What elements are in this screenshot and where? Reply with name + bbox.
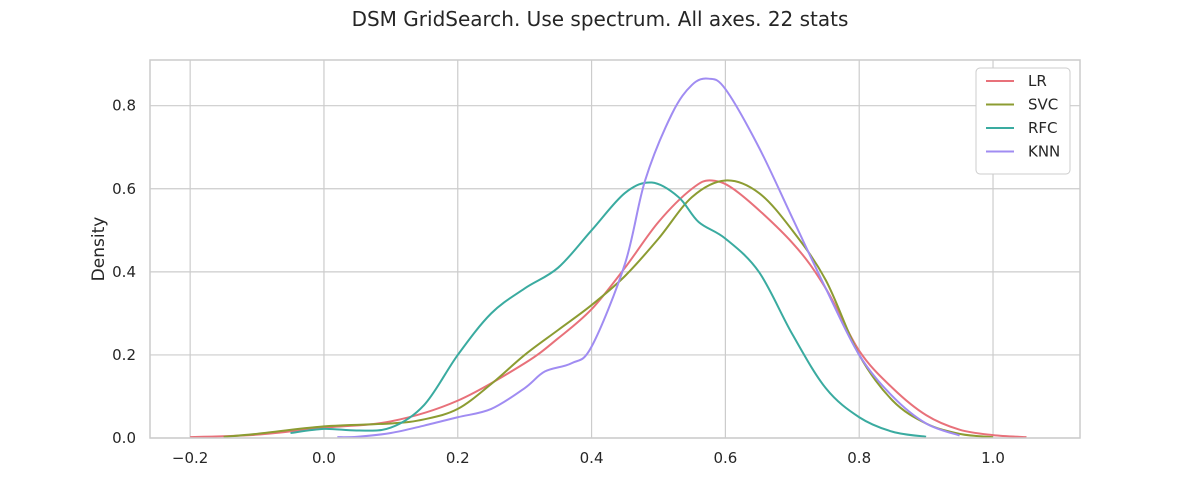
legend: LR SVC RFC KNN — [975, 67, 1071, 175]
x-tick-label: 1.0 — [981, 449, 1005, 467]
series-line-rfc — [290, 181, 927, 438]
legend-label-lr: LR — [1028, 72, 1047, 90]
x-tick-label: 0.0 — [312, 449, 336, 467]
x-tick-label: 0.6 — [713, 449, 737, 467]
series-line-knn — [337, 77, 960, 439]
series-line-svc — [223, 179, 994, 439]
legend-box — [975, 67, 1071, 175]
x-tick-label: 0.4 — [580, 449, 604, 467]
ticks-layer: −0.2 0.0 0.2 0.4 0.6 0.8 1.0 0.0 0.2 0.4 0.6 0.8 — [112, 97, 1005, 467]
legend-label-svc: SVC — [1028, 96, 1058, 114]
curves-layer — [190, 77, 1027, 439]
x-tick-label: 0.8 — [847, 449, 871, 467]
x-tick-label: −0.2 — [172, 449, 208, 467]
y-tick-label: 0.0 — [112, 429, 136, 447]
legend-label-knn: KNN — [1028, 143, 1060, 161]
y-tick-label: 0.6 — [112, 180, 136, 198]
y-axis-label: Density — [89, 217, 109, 282]
chart-title: DSM GridSearch. Use spectrum. All axes. … — [352, 7, 849, 31]
series-line-lr — [190, 179, 1027, 439]
plot-frame — [149, 59, 1081, 439]
legend-label-rfc: RFC — [1028, 119, 1058, 137]
x-tick-label: 0.2 — [446, 449, 470, 467]
y-tick-label: 0.4 — [112, 263, 136, 281]
grid-layer — [150, 60, 1080, 439]
y-tick-label: 0.8 — [112, 97, 136, 115]
y-tick-label: 0.2 — [112, 346, 136, 364]
